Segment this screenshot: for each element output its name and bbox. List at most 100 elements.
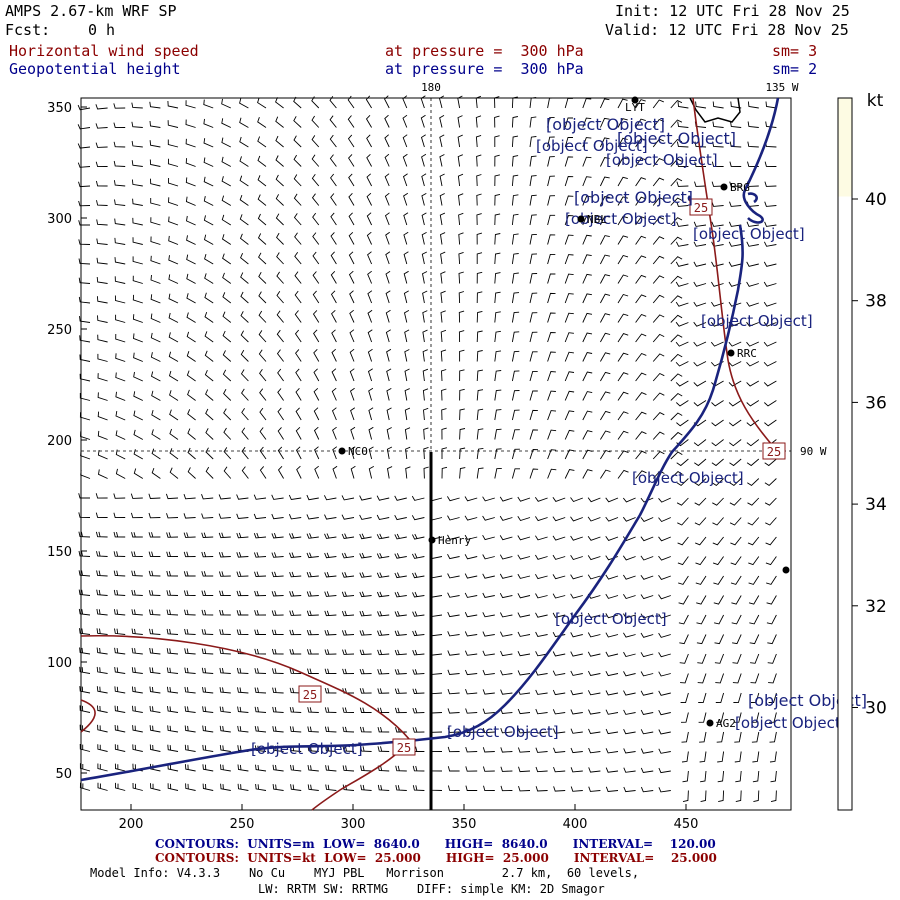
wind-barb (517, 593, 531, 599)
wind-barb (582, 156, 592, 167)
wind-barb (694, 497, 707, 506)
wind-barb (675, 341, 689, 347)
wind-barb (421, 173, 427, 187)
wind-barb (223, 408, 232, 421)
wind-barb (183, 590, 196, 596)
wind-barb (258, 349, 267, 362)
wind-barb (482, 766, 495, 772)
wind-barb (476, 271, 483, 284)
wind-barb (623, 709, 636, 715)
wind-barb (257, 97, 267, 109)
station-nco[interactable]: NCO (338, 445, 368, 458)
wind-barb (79, 647, 91, 655)
wind-barb (464, 592, 478, 598)
wind-barb (676, 221, 689, 227)
wind-barb (293, 174, 302, 187)
wind-barb (359, 572, 372, 578)
wind-barb (376, 514, 390, 521)
wind-barb (187, 389, 196, 401)
wind-barb (311, 135, 320, 148)
wind-barb (423, 427, 429, 440)
wind-barb (341, 552, 355, 559)
wind-barb (711, 161, 724, 167)
wind-barb (78, 296, 91, 304)
wind-barb (529, 116, 537, 128)
wind-barb (97, 353, 108, 362)
wind-barb (204, 253, 214, 265)
wind-barb (670, 451, 683, 460)
wind-barb (459, 349, 465, 362)
station-unlabeled[interactable] (782, 566, 790, 574)
wind-barb (439, 212, 446, 226)
wind-barb (652, 255, 665, 265)
wind-barb (114, 724, 126, 733)
wind-barb (635, 450, 647, 460)
meridian-180-label: 180 (421, 81, 441, 94)
wind-barb (564, 117, 574, 128)
wind-barb (763, 341, 777, 347)
wind-barb (275, 174, 284, 187)
station-henry[interactable]: Henry (428, 534, 472, 547)
wind-barb (254, 590, 267, 597)
wind-barb (750, 692, 760, 704)
wind-barb (564, 195, 574, 206)
wind-barb (223, 466, 232, 479)
wind-barb (617, 352, 629, 362)
wind-barb (96, 238, 108, 245)
wind-barb (377, 668, 390, 675)
wind-barb (350, 465, 356, 479)
wind-barb (605, 786, 619, 792)
wind-barb (167, 725, 179, 733)
wind-barb (458, 291, 465, 304)
wind-barb (289, 591, 302, 597)
wind-barb (241, 427, 249, 440)
wind-barb (582, 234, 592, 245)
wind-barb (439, 173, 445, 187)
wind-barb (149, 744, 161, 752)
station-ag2[interactable]: AG2 (706, 717, 736, 730)
wind-barb (730, 556, 742, 566)
wind-barb (582, 117, 592, 128)
wind-barb (464, 573, 478, 579)
wind-barb (746, 419, 760, 427)
wind-barb (271, 590, 284, 597)
station-lyt[interactable]: LYT (625, 96, 645, 115)
wind-barb (359, 707, 372, 713)
wind-barb (294, 271, 302, 284)
wind-barb (652, 333, 665, 343)
wind-barb (236, 610, 249, 616)
wind-barb (330, 212, 337, 226)
wind-barb (564, 234, 574, 245)
wind-barb (272, 726, 284, 733)
wind-barb (458, 251, 464, 265)
wind-barb (570, 767, 583, 773)
wind-barb (394, 630, 407, 636)
wind-barb (294, 232, 302, 245)
station-nbl[interactable]: NBL (577, 213, 608, 226)
wind-barb (201, 648, 214, 655)
wind-barb (97, 430, 108, 440)
wind-barb (259, 388, 267, 401)
wind-barb (95, 531, 108, 538)
y-tick-label: 100 (47, 656, 72, 671)
wind-barb (359, 514, 372, 520)
wind-barb (115, 468, 126, 479)
wind-barb (95, 104, 108, 110)
wind-barb (306, 494, 319, 501)
station-brg[interactable]: BRG (720, 181, 750, 194)
wind-barb (78, 493, 90, 499)
wind-barb (652, 275, 665, 284)
wind-barb (168, 351, 179, 362)
wind-barb (313, 348, 320, 362)
wind-barb (114, 763, 126, 772)
wind-barb (582, 351, 593, 362)
wind-barb (183, 551, 196, 558)
wind-barb (150, 178, 161, 187)
wind-barb (271, 571, 284, 578)
wind-barb (253, 494, 267, 500)
wind-barb (79, 316, 91, 323)
wind-barb (499, 515, 513, 521)
station-rrc[interactable]: RRC (727, 347, 757, 360)
wind-barb (254, 571, 267, 577)
height-label-8650: [object Object] (735, 714, 847, 732)
